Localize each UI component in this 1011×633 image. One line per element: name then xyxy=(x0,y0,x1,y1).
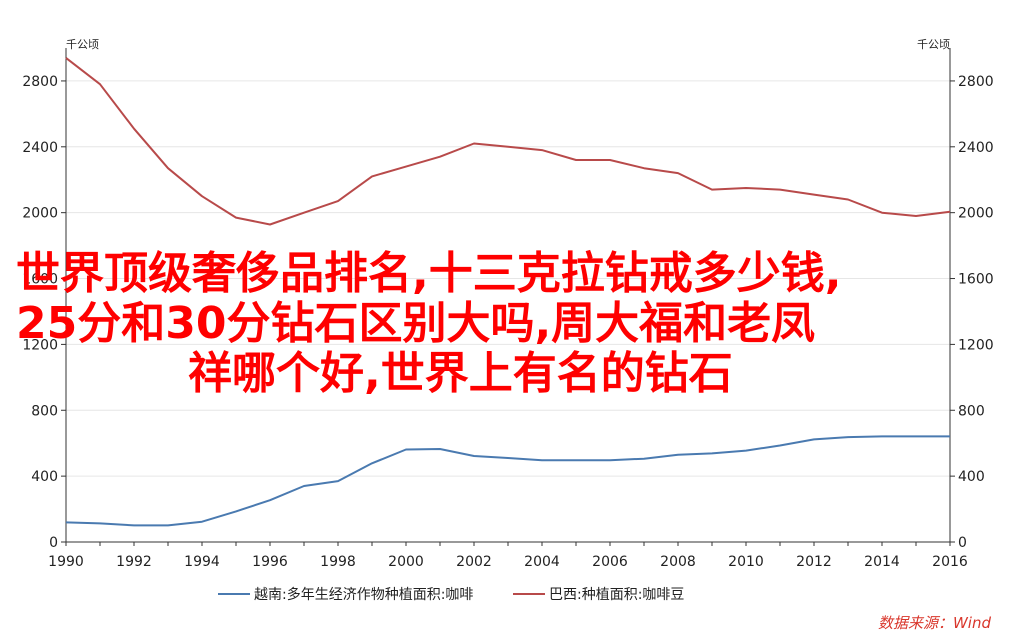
left-tick-label: 1600 xyxy=(22,272,58,288)
x-tick-label: 1996 xyxy=(252,554,288,570)
x-ticks: 1990 1992 1994 1996 1998 2000 2002 2004 2006 2008… xyxy=(48,542,968,570)
x-tick-label: 1990 xyxy=(48,554,84,570)
data-source-note: 数据来源：Wind xyxy=(877,614,991,632)
legend-label-2: 巴西:种植面积:咖啡豆 xyxy=(549,587,684,603)
legend-label-1: 越南:多年生经济作物种植面积:咖啡 xyxy=(254,586,473,603)
right-tick-label: 2800 xyxy=(958,74,994,90)
left-tick-label: 400 xyxy=(31,469,58,485)
right-tick-label: 1200 xyxy=(958,337,994,353)
right-tick-label: 400 xyxy=(958,469,985,485)
x-tick-label: 2012 xyxy=(796,554,832,570)
left-unit-label: 千公顷 xyxy=(66,38,99,51)
right-unit-label: 千公顷 xyxy=(917,38,950,51)
series-line-1 xyxy=(65,435,950,527)
right-tick-label: 2000 xyxy=(958,206,994,222)
x-tick-label: 2010 xyxy=(728,554,764,570)
series-line-2 xyxy=(65,57,951,226)
x-tick-label: 2004 xyxy=(524,554,560,570)
left-tick-label: 0 xyxy=(49,535,58,551)
left-tick-label: 1200 xyxy=(22,337,58,353)
series-lines xyxy=(65,57,951,527)
x-tick-label: 2002 xyxy=(456,554,492,570)
left-tick-label: 2800 xyxy=(22,74,58,90)
right-tick-label: 0 xyxy=(958,535,967,551)
left-y-ticks: 0 400 800 1200 1600 2000 2400 2800 xyxy=(22,74,66,551)
x-tick-label: 2008 xyxy=(660,554,696,570)
overlay-text-line-1: 世界顶级奢侈品排名,十三克拉钻戒多少钱, xyxy=(16,248,842,299)
right-tick-label: 800 xyxy=(958,403,985,419)
left-tick-label: 2400 xyxy=(22,140,58,156)
right-tick-label: 1600 xyxy=(958,272,994,288)
x-tick-label: 2000 xyxy=(388,554,424,570)
x-tick-label: 1992 xyxy=(116,554,152,570)
left-tick-label: 2000 xyxy=(22,206,58,222)
x-tick-label: 2014 xyxy=(864,554,900,570)
x-tick-label: 1994 xyxy=(184,554,220,570)
legend: 越南:多年生经济作物种植面积:咖啡 巴西:种植面积:咖啡豆 xyxy=(218,586,684,603)
right-y-ticks: 0 400 800 1200 1600 2000 2400 2800 xyxy=(950,74,994,551)
left-tick-label: 800 xyxy=(31,403,58,419)
x-tick-label: 1998 xyxy=(320,554,356,570)
x-tick-label: 2016 xyxy=(932,554,968,570)
overlay-text-line-3: 祥哪个好,世界上有名的钻石 xyxy=(188,348,733,399)
x-tick-label: 2006 xyxy=(592,554,628,570)
right-tick-label: 2400 xyxy=(958,140,994,156)
overlay-text-line-2: 25分和30分钻石区别大吗,周大福和老凤 xyxy=(16,298,816,349)
